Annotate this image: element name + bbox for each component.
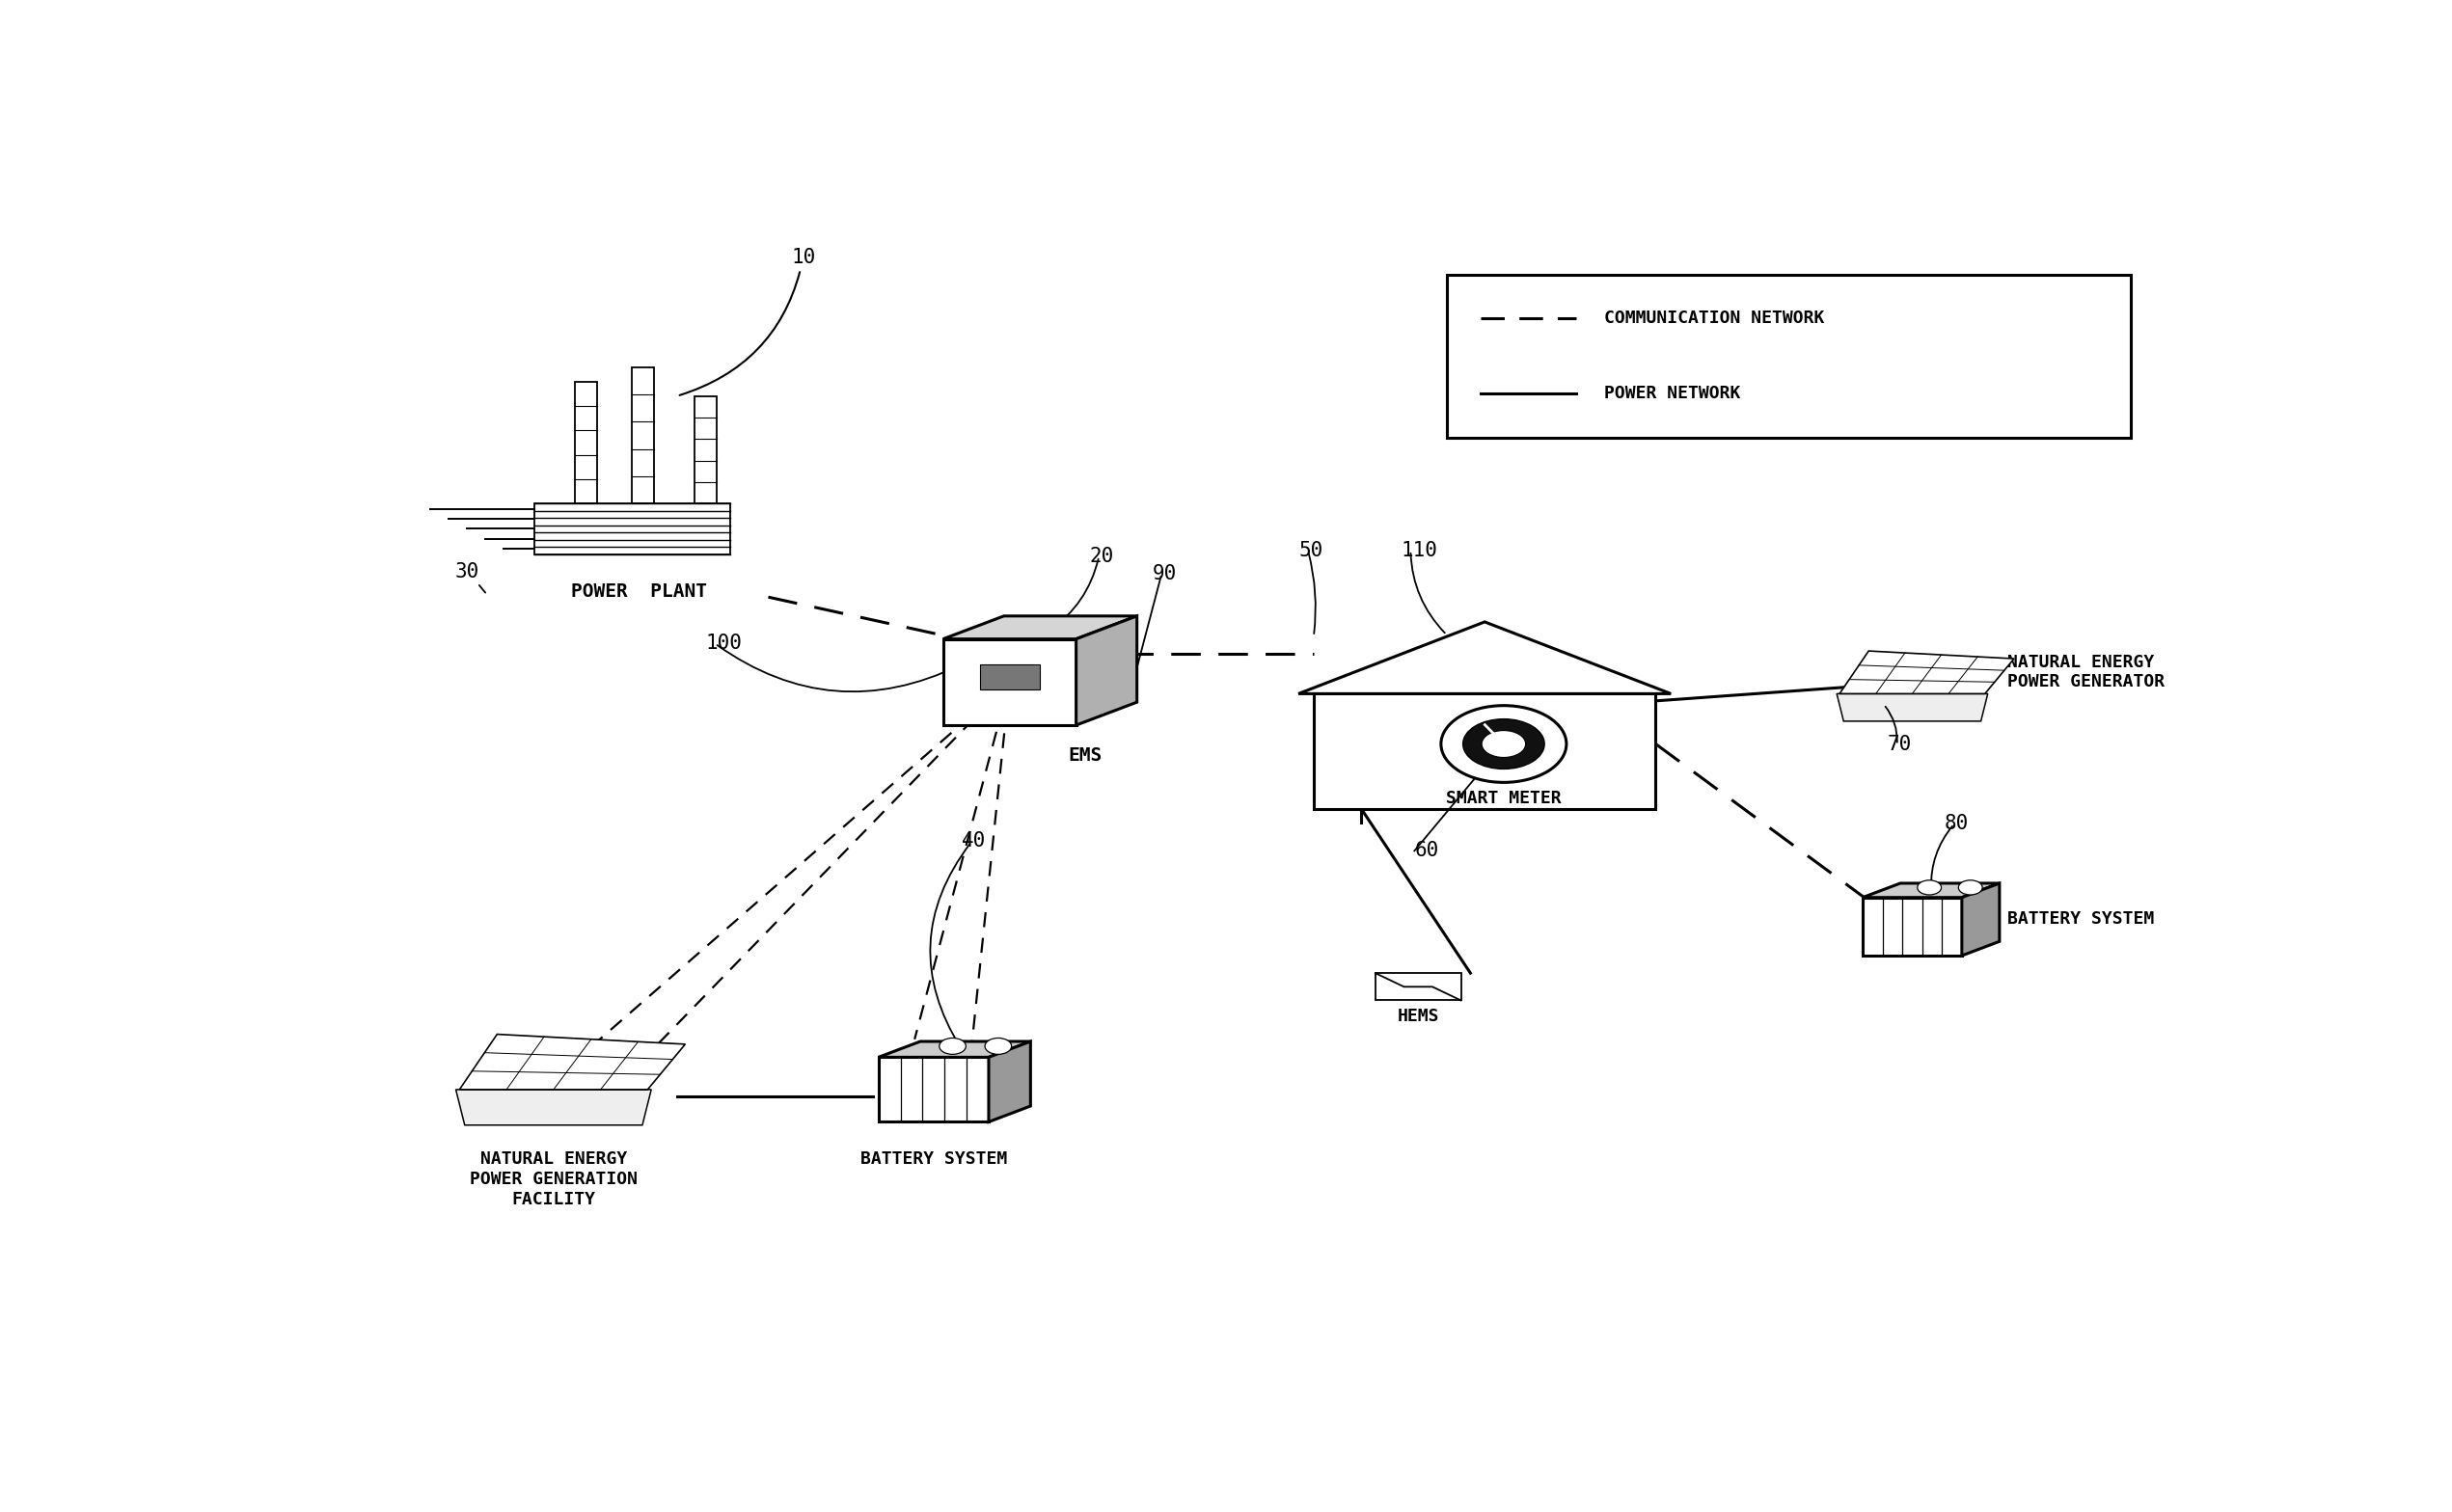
Text: 20: 20	[1089, 546, 1113, 565]
Polygon shape	[456, 1090, 652, 1125]
Polygon shape	[574, 381, 598, 503]
Text: 110: 110	[1400, 540, 1437, 559]
Polygon shape	[459, 1034, 684, 1090]
Text: POWER NETWORK: POWER NETWORK	[1604, 386, 1741, 402]
Text: 40: 40	[961, 832, 986, 851]
Text: COMMUNICATION NETWORK: COMMUNICATION NETWORK	[1604, 310, 1824, 327]
Polygon shape	[944, 615, 1138, 640]
Polygon shape	[878, 1057, 988, 1122]
Polygon shape	[1376, 974, 1461, 1001]
Circle shape	[1481, 730, 1525, 758]
Polygon shape	[1839, 652, 2013, 694]
Circle shape	[1917, 880, 1942, 895]
Circle shape	[1959, 880, 1981, 895]
Text: 10: 10	[679, 248, 817, 395]
Polygon shape	[633, 367, 655, 503]
Text: 90: 90	[1152, 564, 1177, 584]
Text: SMART METER: SMART METER	[1447, 789, 1562, 807]
Circle shape	[1442, 706, 1567, 782]
Polygon shape	[944, 640, 1076, 726]
Polygon shape	[1300, 621, 1670, 694]
Polygon shape	[1864, 898, 1962, 956]
Polygon shape	[1314, 694, 1655, 809]
Text: 70: 70	[1888, 735, 1913, 754]
Polygon shape	[1447, 275, 2131, 437]
Polygon shape	[1837, 694, 1989, 721]
Text: EMS: EMS	[1069, 747, 1103, 765]
Polygon shape	[878, 1042, 1030, 1057]
Text: NATURAL ENERGY
POWER GENERATOR: NATURAL ENERGY POWER GENERATOR	[2008, 653, 2165, 691]
Text: 80: 80	[1944, 813, 1969, 833]
Polygon shape	[1962, 883, 1998, 956]
Text: POWER  PLANT: POWER PLANT	[571, 582, 706, 602]
Polygon shape	[1864, 883, 1998, 898]
Text: BATTERY SYSTEM: BATTERY SYSTEM	[861, 1151, 1008, 1167]
Text: 100: 100	[706, 634, 743, 653]
Circle shape	[939, 1039, 966, 1054]
Text: 60: 60	[1415, 841, 1439, 860]
Text: 50: 50	[1300, 540, 1322, 559]
Text: NATURAL ENERGY
POWER GENERATION
FACILITY: NATURAL ENERGY POWER GENERATION FACILITY	[471, 1151, 638, 1208]
Polygon shape	[1076, 615, 1138, 726]
Text: BATTERY SYSTEM: BATTERY SYSTEM	[2008, 910, 2155, 928]
Circle shape	[986, 1039, 1013, 1054]
Text: 30: 30	[454, 562, 478, 581]
Polygon shape	[694, 396, 716, 503]
Text: HEMS: HEMS	[1398, 1007, 1439, 1025]
Polygon shape	[988, 1042, 1030, 1122]
Circle shape	[1464, 720, 1545, 770]
Polygon shape	[981, 664, 1040, 689]
